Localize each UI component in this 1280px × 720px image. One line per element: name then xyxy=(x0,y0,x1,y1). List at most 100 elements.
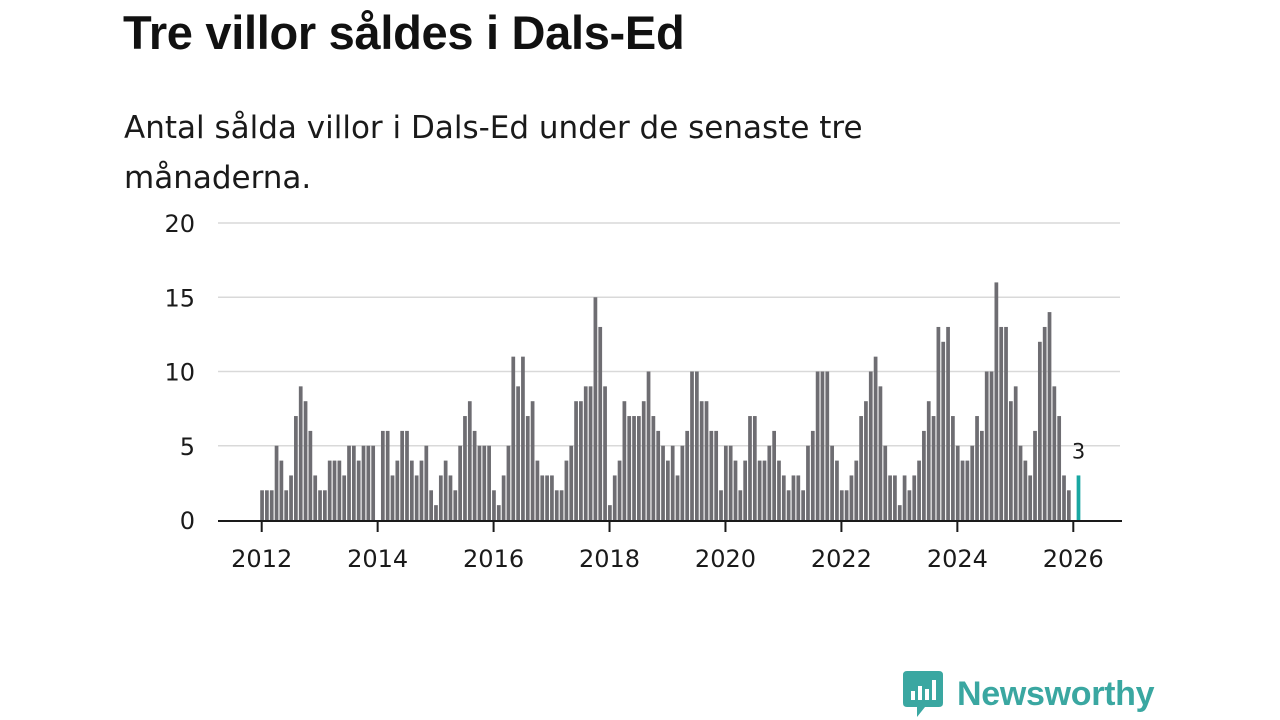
bar xyxy=(588,386,593,520)
bar xyxy=(608,505,612,520)
bar xyxy=(738,490,743,520)
bar xyxy=(777,460,781,520)
bar xyxy=(603,386,607,520)
bar xyxy=(714,430,719,520)
bar xyxy=(873,356,878,520)
bar xyxy=(748,416,752,520)
bar xyxy=(265,490,269,520)
bar xyxy=(893,475,897,520)
bar xyxy=(535,460,540,520)
y-tick-label: 5 xyxy=(180,433,195,461)
bar xyxy=(835,460,839,520)
bar xyxy=(1009,401,1013,520)
chart-title: Tre villor såldes i Dals-Ed xyxy=(123,6,685,59)
bar xyxy=(400,430,405,520)
bar xyxy=(670,445,675,520)
y-tick-label: 15 xyxy=(164,284,195,312)
bar xyxy=(641,401,646,520)
bar xyxy=(854,460,859,520)
bar xyxy=(844,490,849,520)
bar xyxy=(690,371,694,520)
bar xyxy=(839,490,844,520)
bar xyxy=(772,430,777,520)
x-tick-label: 2016 xyxy=(463,545,524,573)
bar xyxy=(496,505,501,520)
bar xyxy=(554,490,559,520)
x-tick-label: 2014 xyxy=(347,545,408,573)
bar xyxy=(477,445,482,520)
bar xyxy=(912,475,917,520)
bar xyxy=(883,445,888,520)
bar xyxy=(351,445,356,520)
bar xyxy=(308,430,313,520)
bar xyxy=(646,371,651,520)
bar xyxy=(980,430,984,520)
bar xyxy=(294,416,298,520)
bar xyxy=(390,475,395,520)
bar xyxy=(332,460,337,520)
bar xyxy=(685,430,690,520)
bar xyxy=(989,371,994,520)
bar xyxy=(815,371,820,520)
bar xyxy=(675,475,680,520)
bar xyxy=(409,460,414,520)
y-axis-ticks: 0 5 10 15 20 xyxy=(164,210,195,535)
bar xyxy=(960,460,965,520)
bar xyxy=(728,445,733,520)
bar xyxy=(791,475,796,520)
bars xyxy=(260,282,1081,520)
bar xyxy=(1037,341,1042,520)
bar xyxy=(564,460,569,520)
bar xyxy=(1047,312,1052,520)
bar xyxy=(878,386,883,520)
bar xyxy=(612,475,617,520)
bar xyxy=(598,326,603,520)
bar xyxy=(806,445,810,520)
bar xyxy=(859,416,863,520)
bar xyxy=(569,445,574,520)
bar xyxy=(752,416,757,520)
bar xyxy=(699,401,704,520)
bar xyxy=(955,445,960,520)
bar xyxy=(356,460,361,520)
bar xyxy=(593,297,598,520)
bar xyxy=(559,490,564,520)
bar xyxy=(951,416,955,520)
bar xyxy=(743,460,748,520)
bar xyxy=(467,401,472,520)
bar xyxy=(1033,430,1037,520)
last-value-label: 3 xyxy=(1072,439,1085,463)
bar xyxy=(323,490,327,520)
bar xyxy=(637,416,641,520)
bar xyxy=(448,475,453,520)
bar xyxy=(666,460,670,520)
bar xyxy=(849,475,854,520)
y-tick-label: 10 xyxy=(164,359,195,387)
bar xyxy=(574,401,578,520)
bar xyxy=(994,282,999,520)
bar xyxy=(825,371,830,520)
bar xyxy=(380,430,385,520)
bar xyxy=(1023,460,1028,520)
bar xyxy=(443,460,448,520)
bar xyxy=(492,490,496,520)
bar xyxy=(463,416,467,520)
bar xyxy=(970,445,975,520)
bar xyxy=(458,445,462,520)
bar xyxy=(318,490,322,520)
x-tick-label: 2026 xyxy=(1043,545,1104,573)
bar xyxy=(810,430,815,520)
bar xyxy=(999,326,1004,520)
bar xyxy=(617,460,622,520)
chart-subtitle: Antal sålda villor i Dals-Ed under de se… xyxy=(124,110,863,196)
bar xyxy=(550,475,554,520)
bar xyxy=(472,430,477,520)
bar-latest xyxy=(1076,475,1081,520)
bar xyxy=(298,386,303,520)
x-tick-label: 2018 xyxy=(579,545,640,573)
bar xyxy=(694,371,699,520)
bar xyxy=(656,430,661,520)
bar xyxy=(438,475,443,520)
bar xyxy=(651,416,656,520)
bar xyxy=(1042,326,1047,520)
